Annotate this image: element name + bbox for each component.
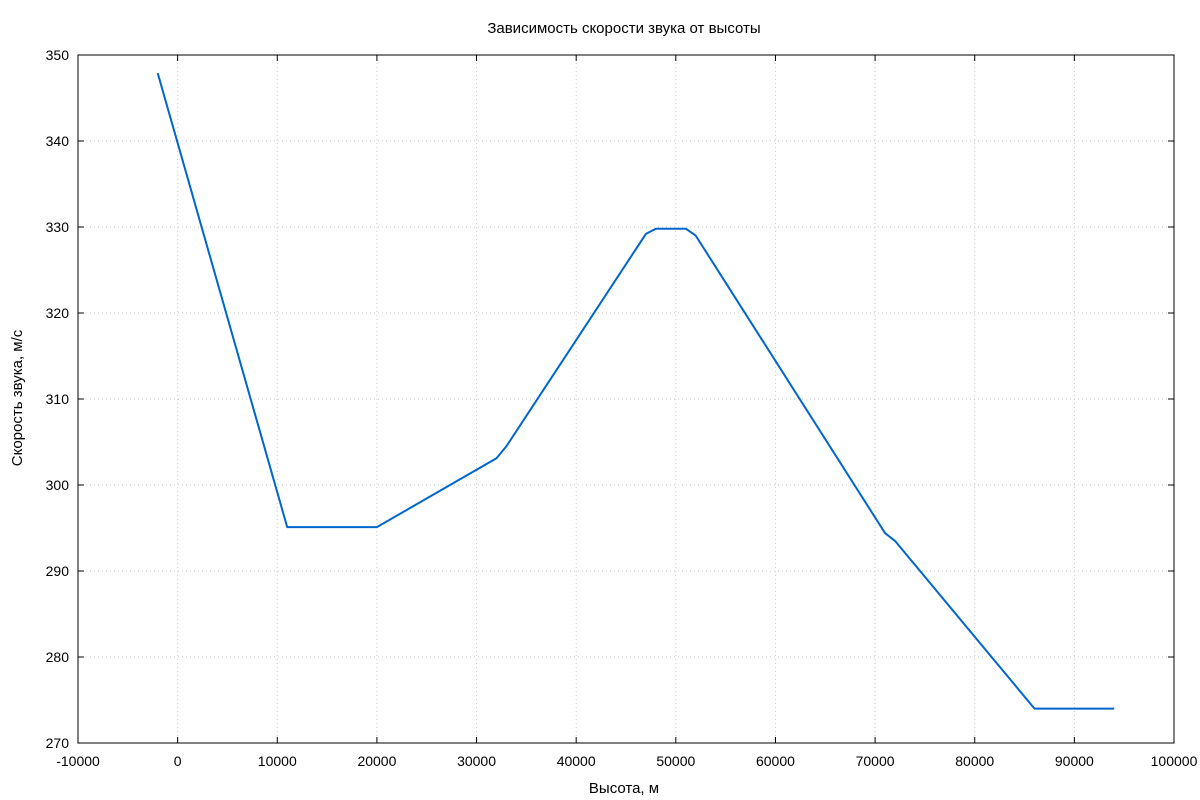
y-axis-label: Скорость звука, м/с: [9, 329, 26, 466]
y-tick-label: 280: [46, 649, 70, 665]
axis-ticks: -10000 0 10000 20000 30000 40000 50000 60000 700…: [46, 47, 1198, 769]
x-tick-label: 40000: [557, 753, 596, 769]
y-tick-label: 320: [46, 305, 70, 321]
x-tick-label: 60000: [756, 753, 795, 769]
x-axis-label: Высота, м: [589, 780, 659, 797]
y-tick-label: 270: [46, 735, 70, 751]
series-layer: [156, 72, 1115, 710]
x-tick-label: 20000: [357, 753, 396, 769]
x-tick-label: 50000: [656, 753, 695, 769]
y-tick-label: 350: [46, 47, 70, 63]
chart-title: Зависимость скорости звука от высоты: [487, 20, 760, 37]
y-tick-label: 300: [46, 477, 70, 493]
y-tick-label: 310: [46, 391, 70, 407]
y-tick-label: 340: [46, 133, 70, 149]
x-tick-label: 80000: [955, 753, 994, 769]
y-tick-label: 330: [46, 219, 70, 235]
x-tick-label: 100000: [1151, 753, 1198, 769]
grid: [78, 55, 1174, 743]
x-tick-label: 90000: [1055, 753, 1094, 769]
x-tick-label: -10000: [56, 753, 100, 769]
x-tick-label: 0: [174, 753, 182, 769]
series-line: [156, 72, 1115, 710]
y-tick-label: 290: [46, 563, 70, 579]
x-tick-label: 70000: [856, 753, 895, 769]
x-tick-label: 10000: [258, 753, 297, 769]
x-tick-label: 30000: [457, 753, 496, 769]
